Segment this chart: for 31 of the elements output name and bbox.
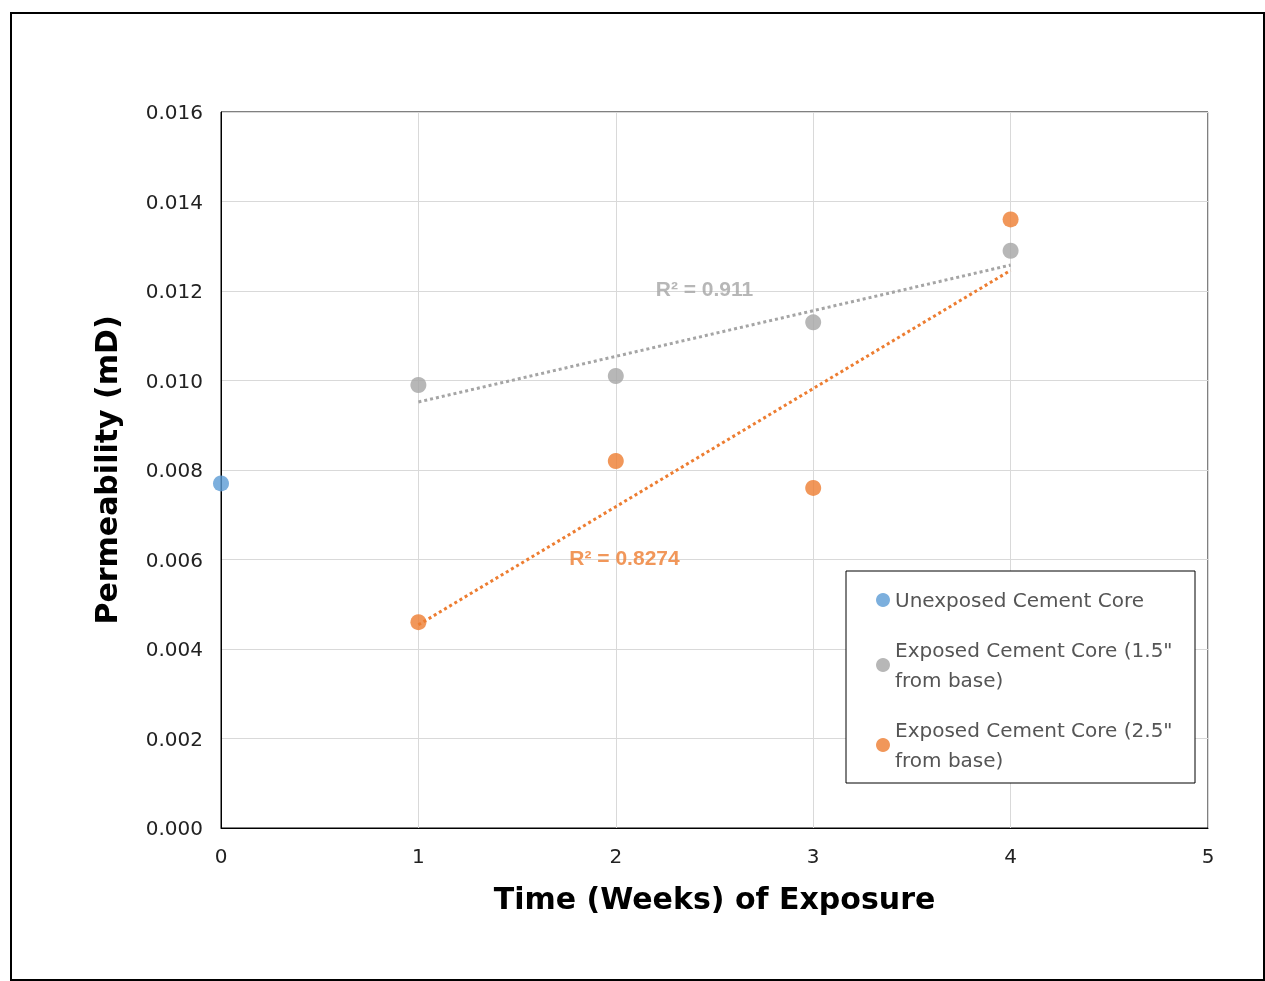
y-tick-label: 0.006 <box>145 547 203 572</box>
point <box>607 368 624 385</box>
point <box>213 475 229 492</box>
legend-label: Exposed Cement Core (2.5" from base) <box>895 718 1179 772</box>
x-tick-label: 0 <box>214 844 228 868</box>
annotation: R² = 0.911 <box>655 277 754 301</box>
y-tick-label: 0.008 <box>145 458 203 482</box>
x-axis-title: Time (Weeks) of Exposure <box>493 880 936 916</box>
x-tick-label: 5 <box>1201 844 1215 868</box>
point <box>410 614 427 631</box>
point <box>805 314 822 331</box>
point <box>1002 242 1019 259</box>
x-tick-label: 1 <box>412 844 425 868</box>
point <box>805 479 822 496</box>
y-tick-label: 0.002 <box>145 726 203 751</box>
x-tick-label: 2 <box>609 844 623 868</box>
point <box>410 376 427 393</box>
annotation: R² = 0.8274 <box>569 546 680 570</box>
y-tick-label: 0.000 <box>145 816 203 840</box>
x-tick-label: 3 <box>806 844 820 868</box>
y-tick-label: 0.004 <box>145 637 203 661</box>
y-axis-title: Permeability (mD) <box>88 315 124 625</box>
x-tick-label: 4 <box>1004 844 1017 868</box>
point <box>1002 211 1019 228</box>
y-tick-label: 0.016 <box>145 100 203 124</box>
legend-label: Exposed Cement Core (1.5" from base) <box>895 638 1179 692</box>
point <box>607 453 624 470</box>
y-tick-label: 0.014 <box>145 189 203 214</box>
y-tick-label: 0.010 <box>145 368 203 393</box>
legend-label: Unexposed Cement Core <box>895 588 1145 612</box>
y-tick-label: 0.012 <box>145 279 203 303</box>
